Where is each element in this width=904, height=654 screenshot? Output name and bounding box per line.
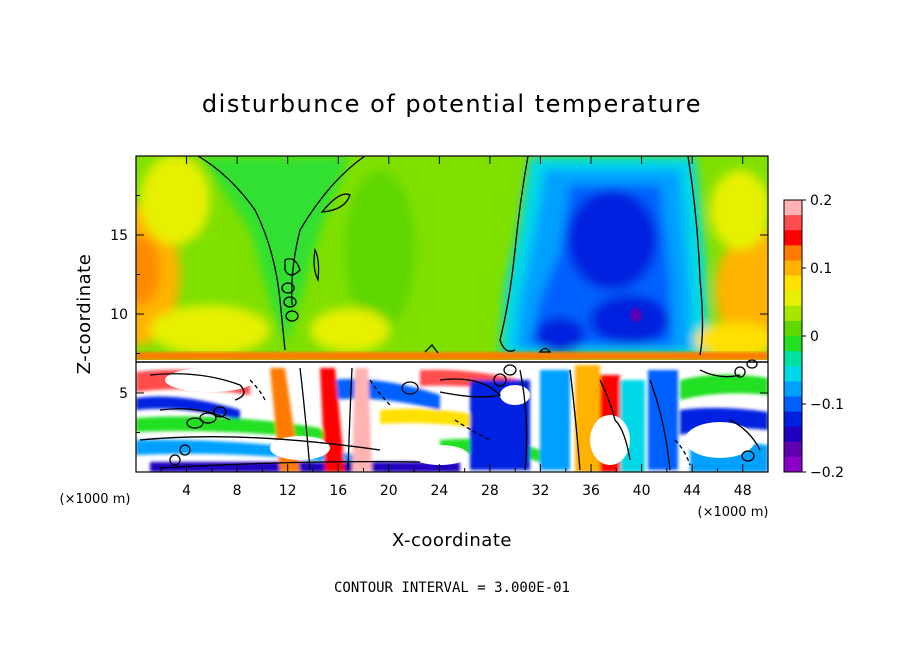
colorbar-swatch [784,351,802,367]
colorbar-label: 0.1 [810,261,832,277]
x-tick-label: 24 [430,483,448,499]
x-tick-label: 16 [329,483,347,499]
colorbar-swatch [784,411,802,428]
contour-lines [136,156,768,471]
x-tick-label: 48 [734,483,752,499]
z-tick-label: 5 [119,386,128,402]
x-tick-label: 4 [182,483,191,499]
colorbar-swatch [784,290,802,307]
colorbar-label: −0.2 [810,465,844,481]
x-axis-label: X-coordinate [392,530,512,551]
colorbar-swatch [784,396,802,413]
contour-interval-note: CONTOUR INTERVAL = 3.000E-01 [334,580,570,596]
colorbar-swatch [784,230,802,246]
colorbar-swatch [784,336,802,352]
colorbar-swatch [784,381,802,397]
chart-title: disturbunce of potential temperature [202,90,702,118]
x-tick-label: 28 [481,483,499,499]
z-tick-label: 15 [110,228,128,244]
colorbar-label: −0.1 [810,397,844,413]
x-tick-label: 44 [683,483,701,499]
x-tick-label: 36 [582,483,600,499]
x-axis: 4 8 12 16 20 24 28 32 36 40 44 48 [160,156,752,499]
colorbar-swatch [784,320,802,337]
colorbar-swatch [784,366,802,382]
colorbar-swatch [784,260,802,277]
colorbar: 0.2 0.1 0 −0.1 −0.2 [783,193,844,481]
colorbar-swatch [784,215,802,231]
upper-blobs [136,156,768,358]
x-tick-label: 8 [233,483,242,499]
x-tick-label: 20 [380,483,398,499]
colorbar-swatch [784,441,802,458]
colorbar-swatch [784,245,802,261]
x-tick-label: 32 [532,483,550,499]
x-unit-label-left: (×1000 m) [60,492,131,507]
heatmap-field [136,156,768,472]
x-unit-label-right: (×1000 m) [698,505,769,520]
colorbar-label: 0 [810,329,819,345]
colorbar-swatch [784,275,802,292]
colorbar-swatch [784,200,802,216]
colorbar-swatch [784,426,802,443]
z-axis: 5 10 15 [110,195,768,433]
x-tick-label: 12 [279,483,297,499]
lower-white-patches [165,368,755,465]
colorbar-label: 0.2 [810,193,832,209]
z-axis-label: Z-coordinate [74,254,95,375]
z-tick-label: 10 [110,307,128,323]
x-tick-label: 40 [633,483,651,499]
colorbar-swatch [784,305,802,322]
colorbar-swatch [784,456,802,473]
